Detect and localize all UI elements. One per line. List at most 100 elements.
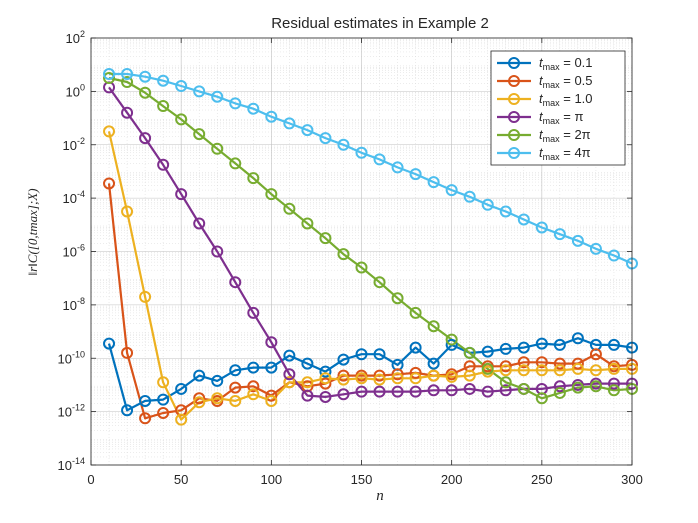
data-point — [319, 372, 332, 385]
data-point — [409, 372, 422, 385]
series-line-6 — [109, 72, 633, 265]
data-point — [373, 276, 386, 289]
data-point — [139, 394, 152, 407]
data-point — [373, 369, 386, 382]
data-point — [247, 380, 260, 393]
data-point — [103, 68, 116, 81]
data-point — [571, 362, 584, 375]
data-point — [229, 381, 242, 394]
data-point — [103, 177, 116, 190]
data-point — [265, 110, 278, 123]
data-point — [229, 157, 242, 170]
data-point — [193, 369, 206, 382]
data-point — [445, 384, 458, 397]
data-point — [607, 362, 620, 375]
series-markers — [103, 68, 638, 426]
data-point — [247, 388, 260, 401]
data-point — [481, 198, 494, 211]
series-line-5 — [108, 76, 633, 400]
x-tick-label: 200 — [441, 472, 463, 487]
data-point — [283, 368, 296, 381]
data-point — [499, 384, 512, 397]
data-point — [283, 117, 296, 130]
data-point — [229, 394, 242, 407]
data-point — [229, 364, 242, 377]
data-point — [535, 356, 548, 369]
data-point — [373, 373, 386, 386]
series-line-1 — [107, 337, 633, 412]
data-point — [517, 382, 530, 395]
data-point — [301, 124, 314, 137]
data-point — [535, 337, 548, 350]
x-axis-label: n — [376, 488, 384, 504]
data-point — [175, 113, 188, 126]
data-point — [427, 320, 440, 333]
data-point — [355, 348, 368, 361]
data-point — [193, 396, 206, 409]
y-tick-labels: 102 100 10-2 10-4 10-6 10-8 10-10 10-12 10-14 — [58, 29, 85, 473]
data-point — [121, 68, 134, 81]
data-point — [193, 128, 206, 141]
data-point — [265, 188, 278, 201]
data-point — [157, 376, 170, 389]
y-tick-label: 10-2 — [63, 136, 85, 153]
data-point — [409, 168, 422, 181]
data-point — [481, 362, 494, 375]
data-point — [463, 382, 476, 395]
data-point — [319, 390, 332, 403]
data-point — [571, 234, 584, 247]
data-point — [319, 377, 332, 390]
data-point — [319, 365, 332, 378]
data-point — [319, 232, 332, 245]
legend-box — [490, 50, 626, 166]
data-point — [103, 72, 116, 85]
data-point — [337, 248, 350, 261]
x-tick-label: 0 — [87, 472, 94, 487]
legend-label: tmax = 0.5 — [539, 73, 593, 90]
data-point — [121, 205, 134, 218]
x-tick-label: 50 — [174, 472, 188, 487]
data-point — [121, 76, 134, 89]
data-point — [463, 190, 476, 203]
data-point — [391, 368, 404, 381]
legend-marker — [508, 111, 520, 123]
data-point — [553, 357, 566, 370]
data-point — [337, 369, 350, 382]
data-point — [427, 176, 440, 189]
data-point — [391, 372, 404, 385]
legend-label: tmax = π — [539, 109, 583, 126]
data-point — [157, 393, 170, 406]
y-tick-label: 10-8 — [63, 296, 85, 313]
data-point — [121, 404, 134, 417]
data-point — [589, 364, 602, 377]
data-point — [607, 249, 620, 262]
y-tick-label: 102 — [66, 29, 85, 46]
data-point — [499, 376, 512, 389]
data-point — [589, 348, 602, 361]
data-point — [409, 306, 422, 319]
data-point — [355, 372, 368, 385]
data-point — [139, 412, 152, 425]
data-point — [301, 217, 314, 230]
data-point — [229, 276, 242, 289]
data-point — [445, 338, 458, 351]
data-point — [139, 132, 152, 145]
y-tick-label: 10-6 — [63, 243, 85, 260]
data-point — [265, 361, 278, 374]
data-point — [247, 172, 260, 185]
data-point — [553, 364, 566, 377]
data-point — [283, 202, 296, 215]
data-point — [193, 85, 206, 98]
data-point — [337, 138, 350, 151]
data-point — [517, 364, 530, 377]
data-point — [445, 184, 458, 197]
data-point — [103, 125, 116, 138]
data-point — [121, 106, 134, 119]
data-point — [571, 381, 584, 394]
data-point — [535, 392, 548, 405]
data-point — [247, 102, 260, 115]
data-point — [607, 384, 620, 397]
data-point — [355, 146, 368, 159]
